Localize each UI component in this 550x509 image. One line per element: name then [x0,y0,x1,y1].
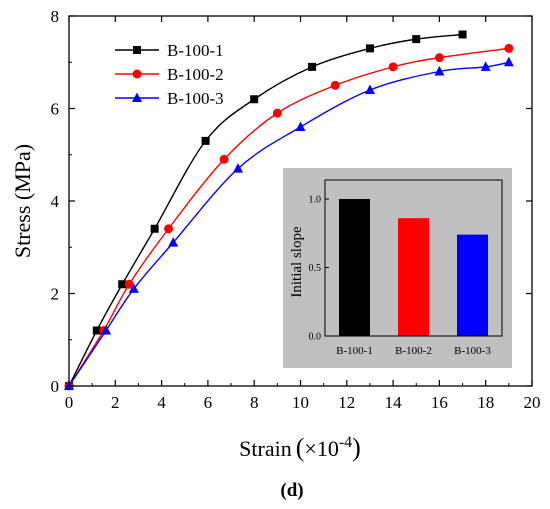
y-tick-label: 2 [51,285,60,304]
x-tick-label: 10 [292,393,309,412]
x-axis-label: Strain (×10-4) [239,433,361,462]
x-axis-label-name: Strain [239,436,292,461]
data-point-b-100-1 [458,30,467,39]
series-line-b-100-2 [68,47,509,387]
inset-bar-b-100-1 [339,199,370,336]
data-point-b-100-3 [232,163,243,173]
data-point-b-100-1 [92,326,101,335]
data-point-b-100-3 [128,283,139,293]
inset-axis-ticks: 0.0 0.5 1.0 B-100-1 B-100-2 B-100-3 [309,195,492,358]
inset-bar-b-100-2 [398,218,429,336]
x-axis-paren-open: ( [296,433,305,462]
legend: B-100-1 B-100-2 B-100-3 [115,41,224,108]
legend-item-b-100-2: B-100-2 [115,65,224,84]
inset-y-tick-label: 1.0 [309,195,322,206]
x-tick-label: 12 [338,393,355,412]
data-point-b-100-2 [272,108,282,118]
series-b-100-3 [64,56,514,390]
data-point-b-100-1 [308,62,317,71]
main-plot-frame [68,15,533,387]
y-tick-label: 6 [51,100,60,119]
x-tick-label: 14 [385,393,403,412]
y-tick-label: 0 [51,377,60,396]
data-point-b-100-1 [201,136,210,145]
legend-marker-b-100-2 [132,69,142,79]
y-axis-label: Stress (MPa) [10,144,35,258]
series-line-b-100-3 [68,61,509,387]
inset-chart: 0.0 0.5 1.0 B-100-1 B-100-2 B-100-3 Initial s… [283,168,512,368]
series-line-b-100-1 [68,33,463,387]
x-tick-label: 6 [204,393,213,412]
inset-category-label: B-100-1 [336,345,373,357]
data-point-b-100-2 [124,279,134,289]
x-tick-label: 0 [65,393,74,412]
legend-marker-b-100-1 [133,46,141,54]
y-tick-label: 4 [51,192,60,211]
main-axis-ticks: 0 2 4 6 8 10 12 14 16 18 20 0 2 4 6 8 [51,7,541,412]
x-tick-label: 20 [524,393,541,412]
data-point-b-100-2 [388,62,398,72]
data-point-b-100-1 [118,280,127,289]
data-point-b-100-2 [330,80,340,90]
x-tick-label: 16 [431,393,448,412]
data-point-b-100-3 [168,237,179,247]
inset-y-axis-label: Initial slope [289,226,305,298]
data-point-b-100-3 [295,121,306,131]
data-point-b-100-3 [434,66,445,76]
legend-marker-b-100-3 [132,92,142,102]
y-tick-label: 8 [51,7,60,26]
data-point-b-100-2 [504,43,514,53]
inset-y-tick-label: 0.0 [309,332,322,343]
data-point-b-100-3 [480,61,491,71]
data-point-b-100-1 [365,44,374,53]
x-tick-label: 8 [250,393,259,412]
inset-category-label: B-100-2 [395,345,432,357]
x-axis-unit-exponent: -4 [339,434,352,451]
inset-bar-b-100-3 [457,234,488,336]
data-point-b-100-1 [412,35,421,44]
x-axis-unit: ×10 [304,436,338,461]
legend-item-b-100-1: B-100-1 [115,41,224,60]
legend-label-b-100-1: B-100-1 [167,41,224,60]
x-axis-paren-close: ) [352,433,361,462]
data-point-b-100-1 [150,224,159,233]
inset-bars [339,199,488,336]
data-point-b-100-2 [164,224,174,234]
data-point-b-100-2 [434,53,444,63]
data-point-b-100-2 [219,154,229,164]
x-tick-label: 4 [157,393,166,412]
panel-label: (d) [280,480,303,501]
data-point-b-100-3 [364,84,375,94]
inset-category-label: B-100-3 [454,345,491,357]
data-point-b-100-1 [250,95,259,104]
x-tick-label: 2 [111,393,120,412]
data-point-b-100-3 [101,325,112,335]
data-point-b-100-3 [503,56,514,67]
legend-label-b-100-2: B-100-2 [167,65,224,84]
inset-y-tick-label: 0.5 [309,263,322,274]
legend-item-b-100-3: B-100-3 [115,89,224,108]
x-tick-label: 18 [477,393,494,412]
inset-plot-frame [324,179,503,337]
main-series-layer [64,30,514,391]
legend-label-b-100-3: B-100-3 [167,89,224,108]
